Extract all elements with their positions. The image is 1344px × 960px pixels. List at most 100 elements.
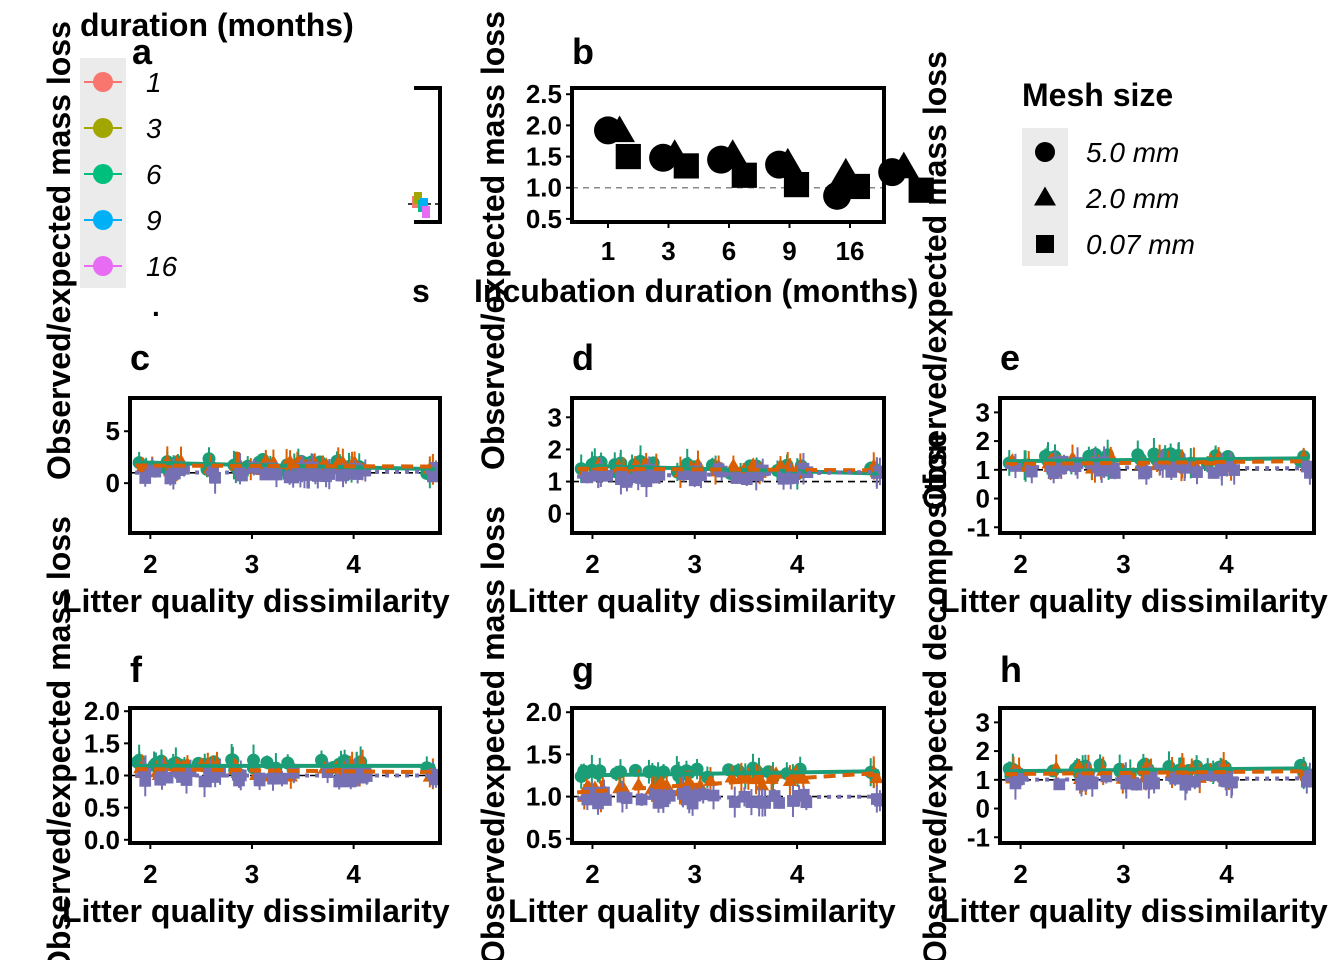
duration-legend-label: 1 xyxy=(146,67,162,98)
panel-g-point-square xyxy=(773,797,785,809)
panel-b: 0.51.01.52.02.5 1 3 6 9 16 xyxy=(526,79,934,266)
panel-g-ytick-label: 0.5 xyxy=(526,824,562,854)
panel-b-point-triangle xyxy=(772,147,804,175)
panel-d-frame xyxy=(570,396,886,535)
mesh-legend: Mesh size 5.0 mm 2.0 mm 0.07 mm xyxy=(1022,77,1195,266)
panel-e-point-square xyxy=(1224,457,1237,470)
panel-c-ytick-label: 0 xyxy=(106,468,120,498)
panel-e-point-square xyxy=(1140,466,1153,478)
panel-c-point-square xyxy=(234,462,246,475)
panel-f-point-square xyxy=(198,775,211,788)
mesh-legend-key-square xyxy=(1036,235,1054,253)
panel-e-point-square xyxy=(1108,467,1121,479)
duration-legend-label: 16 xyxy=(146,251,178,282)
panel-f-ytick-label: 1.0 xyxy=(84,761,120,791)
panel-e-frame xyxy=(998,396,1316,535)
duration-legend-label: 9 xyxy=(146,205,162,236)
panel-e-ytick-label: 1 xyxy=(976,455,990,485)
panel-e-ytick-label: 2 xyxy=(976,426,990,456)
panel-b-point-circle xyxy=(823,181,852,210)
mesh-legend-items: 5.0 mm 2.0 mm 0.07 mm xyxy=(1034,137,1195,260)
panel-letter-e: e xyxy=(1000,337,1020,378)
panel-d-ytick-label: 1 xyxy=(548,467,562,497)
xlabel-d: Litter quality dissimilarity xyxy=(508,583,896,619)
panel-e-point-square xyxy=(1215,460,1228,473)
panel-f-point-square xyxy=(253,774,266,787)
xlabel-b: Incubation duration (months) xyxy=(474,273,918,309)
panel-f-ytick-label: 2.0 xyxy=(84,696,120,726)
panel-a: s xyxy=(408,86,442,309)
panel-f-trend-line xyxy=(135,767,435,775)
panel-g-point-square xyxy=(800,796,813,809)
panel-b-xtick-label: 1 xyxy=(601,236,615,266)
panel-h-point-square xyxy=(1075,778,1088,791)
panel-h-frame xyxy=(998,706,1316,845)
panel-h-point-square xyxy=(1219,774,1232,787)
panel-h-xtick-label: 3 xyxy=(1116,859,1130,889)
panel-letter-a: a xyxy=(132,31,153,72)
panel-c-trend-line xyxy=(135,463,435,469)
panel-h-ytick-label: 1 xyxy=(976,765,990,795)
panel-f-xtick-label: 3 xyxy=(245,859,259,889)
panel-e-point-square xyxy=(1191,466,1203,478)
panel-h-point-square xyxy=(1120,777,1133,790)
duration-legend-cut-glyph: . xyxy=(152,291,160,322)
panel-c-point-square xyxy=(311,470,324,482)
panel-b-xtick-label: 3 xyxy=(661,236,675,266)
panel-g-trend-line xyxy=(576,770,880,795)
panel-g-point-square xyxy=(635,793,648,806)
panel-a-point xyxy=(422,206,430,218)
panel-b-ytick-label: 2.0 xyxy=(526,110,562,140)
duration-legend-key-point xyxy=(93,164,113,184)
panel-f-point-square xyxy=(430,773,442,786)
panel-f-xtick-label: 2 xyxy=(143,859,157,889)
panel-h-ytick-label: -1 xyxy=(967,822,990,852)
panel-c-point-square xyxy=(173,464,186,476)
mesh-legend-key-triangle xyxy=(1034,186,1056,206)
panel-a-point xyxy=(414,192,422,204)
panel-c-point-square xyxy=(263,462,275,475)
panel-h-point-square xyxy=(1053,778,1066,791)
panel-h-xtick-label: 4 xyxy=(1219,859,1234,889)
panel-d-point-square xyxy=(797,462,810,475)
duration-legend-key-point xyxy=(93,256,113,276)
ylabel-right-top: Observed/expected mass loss xyxy=(917,51,953,510)
panel-d-point-square xyxy=(615,473,627,486)
panel-g-point-square xyxy=(652,797,665,809)
panel-d-point-triangle xyxy=(773,458,788,471)
panel-g-plot: 0.5 1.0 1.5 2.0 2 3 4 xyxy=(526,697,886,889)
panel-g-point-triangle xyxy=(869,770,884,784)
panel-g-ytick-label: 1.0 xyxy=(526,782,562,812)
ylabel-row2-mid: Observed/expected mass loss xyxy=(475,506,511,960)
panel-b-ytick-label: 1.5 xyxy=(526,142,562,172)
ylabel-row1-mid: Observed/expected mass loss xyxy=(475,11,511,470)
panel-b-point-square xyxy=(844,173,870,200)
panel-f-ytick-label: 0.5 xyxy=(84,793,120,823)
panel-e-xtick-label: 2 xyxy=(1013,549,1027,579)
panel-g-point-square xyxy=(697,788,710,801)
panel-h-xtick-label: 2 xyxy=(1013,859,1027,889)
panel-letter-d: d xyxy=(572,337,594,378)
panel-f-point-square xyxy=(276,772,288,785)
panel-d-trend-line xyxy=(577,469,879,479)
panel-h-point-square xyxy=(1009,777,1022,790)
duration-legend: duration (months) 1 3 6 9 16 . xyxy=(80,7,354,322)
panel-g-point-square xyxy=(600,794,612,806)
panel-e-point-square xyxy=(1170,459,1183,471)
panel-g-xtick-label: 4 xyxy=(790,859,805,889)
panel-c-point-square xyxy=(209,471,221,484)
panel-c-point-triangle xyxy=(282,454,298,467)
panel-h-trend-line xyxy=(1005,769,1309,777)
panel-e-xtick-label: 3 xyxy=(1116,549,1130,579)
panel-d-xtick-label: 3 xyxy=(688,549,702,579)
panel-g-point-square xyxy=(738,790,751,803)
panel-c-plot: 0 5 2 3 4 xyxy=(106,396,442,579)
panel-h-point-square xyxy=(1179,778,1192,791)
panel-e-point-square xyxy=(1024,465,1037,477)
ylabel-row2-left: Observed/expected mass loss xyxy=(41,516,77,960)
panel-c-point-square xyxy=(287,471,300,484)
panel-h-point-square xyxy=(1208,769,1220,782)
xlabel-e: Litter quality dissimilarity xyxy=(940,583,1328,619)
panel-g-point-triangle xyxy=(654,774,669,787)
